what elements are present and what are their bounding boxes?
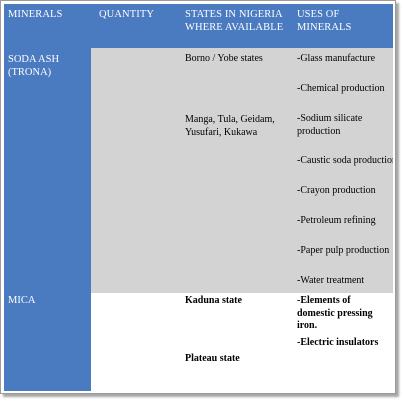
use-item: -Elements of domestic pressing iron. (297, 295, 373, 331)
state-text: Manga, Tula, Geidam, Yusufari, Kukawa (185, 114, 275, 138)
use-item: -Petroleum refining (297, 215, 376, 226)
header-states: STATES IN NIGERIA WHERE AVAILABLE (185, 9, 284, 33)
table-header-row (4, 4, 393, 48)
use-item: -Sodium silicate production (297, 113, 363, 137)
state-text: Plateau state (185, 353, 240, 364)
row-mica-body (91, 293, 393, 391)
mineral-cell-soda-ash (4, 48, 91, 293)
use-item: -Paper pulp production (297, 245, 390, 256)
header-minerals: MINERALS (8, 9, 63, 20)
use-item: -Caustic soda production (297, 155, 393, 166)
mineral-name-soda-ash: SODA ASH (TRONA) (8, 54, 60, 78)
mineral-cell-mica (4, 293, 91, 391)
minerals-table: MINERALS QUANTITY STATES IN NIGERIA WHER… (4, 4, 393, 391)
table-frame: MINERALS QUANTITY STATES IN NIGERIA WHER… (0, 0, 396, 394)
use-item: -Crayon production (297, 185, 376, 196)
row-soda-ash-body (91, 48, 393, 293)
state-text: Kaduna state (185, 295, 242, 306)
use-item: -Glass manufacture (297, 53, 376, 64)
header-uses: USES OF MINERALS (297, 9, 352, 33)
use-item: -Chemical production (297, 83, 385, 94)
use-item: -Electric insulators (297, 337, 379, 348)
header-quantity: QUANTITY (99, 9, 155, 20)
state-text: Borno / Yobe states (185, 53, 263, 64)
mineral-name-mica: MICA (8, 295, 36, 306)
use-item: -Water treatment (297, 275, 365, 286)
